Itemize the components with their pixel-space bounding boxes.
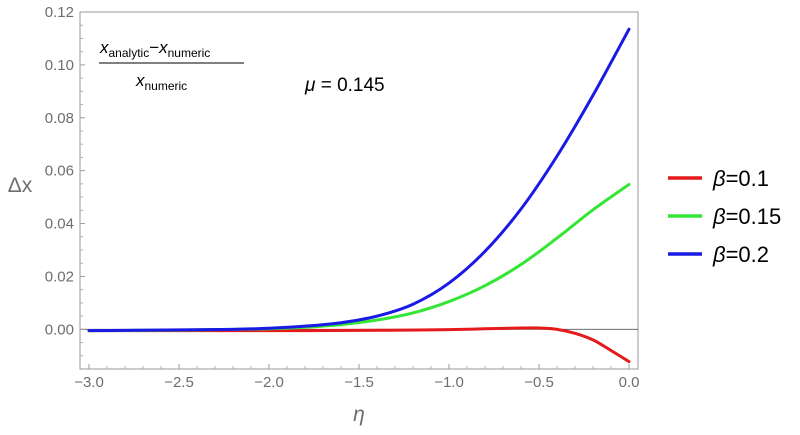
- fraction-numerator-x2: x: [158, 38, 168, 57]
- x-tick-label: −1.5: [344, 374, 374, 391]
- x-tick-label: −0.5: [524, 374, 554, 391]
- x-axis-label: η: [353, 403, 365, 426]
- legend-beta-symbol: β: [712, 242, 726, 267]
- y-tick-label: 0.06: [45, 163, 74, 180]
- x-tick-label: −3.0: [74, 374, 104, 391]
- series-line-0: [87, 326, 631, 364]
- fraction-denominator-x: x: [135, 71, 145, 90]
- fraction-numerator-sub1: analytic: [109, 46, 150, 60]
- y-tick-label: 0.00: [45, 321, 74, 338]
- mu-symbol: μ: [304, 75, 316, 96]
- x-axis-ticks: −3.0 −2.5 −2.0 −1.5 −1.0 −0.5 0.0: [74, 364, 639, 391]
- y-axis-label: Δx: [8, 174, 33, 197]
- x-tick-label: −1.0: [434, 374, 464, 391]
- legend-label-0: β=0.1: [712, 166, 769, 191]
- fraction-minus: −: [149, 38, 159, 57]
- legend-label-1: β=0.15: [712, 204, 781, 229]
- series-lines: [87, 27, 631, 364]
- y-tick-label: 0.10: [45, 57, 74, 74]
- y-tick-label: 0.12: [45, 4, 74, 21]
- svg-text:xnumeric: xnumeric: [135, 71, 187, 93]
- series-line-1: [87, 182, 631, 333]
- y-tick-label: 0.02: [45, 268, 74, 285]
- y-tick-label: 0.08: [45, 110, 74, 127]
- svg-text:xanalytic−xnumeric: xanalytic−xnumeric: [99, 38, 210, 60]
- mu-value: = 0.145: [315, 75, 384, 96]
- fraction-numerator-sub2: numeric: [168, 46, 211, 60]
- legend-beta-value: =0.15: [726, 204, 782, 229]
- x-tick-label: 0.0: [619, 374, 640, 391]
- fraction-denominator-sub: numeric: [145, 79, 188, 93]
- y-tick-label: 0.04: [45, 216, 74, 233]
- legend-beta-symbol: β: [712, 204, 726, 229]
- series-line-2: [87, 27, 631, 333]
- legend-beta-value: =0.1: [726, 166, 769, 191]
- formula-annotation: xanalytic−xnumeric xnumeric μ = 0.145: [99, 38, 385, 96]
- legend-beta-value: =0.2: [726, 242, 769, 267]
- legend-label-2: β=0.2: [712, 242, 769, 267]
- x-tick-label: −2.5: [164, 374, 194, 391]
- fraction-numerator-x1: x: [99, 38, 109, 57]
- y-axis-ticks: 0.00 0.02 0.04 0.06 0.08 0.10 0.12: [45, 4, 85, 357]
- x-tick-label: −2.0: [254, 374, 284, 391]
- legend-beta-symbol: β: [712, 166, 726, 191]
- plot-frame: [79, 11, 639, 370]
- legend: β=0.1β=0.15β=0.2: [668, 166, 781, 267]
- svg-text:μ = 0.145: μ = 0.145: [304, 75, 385, 96]
